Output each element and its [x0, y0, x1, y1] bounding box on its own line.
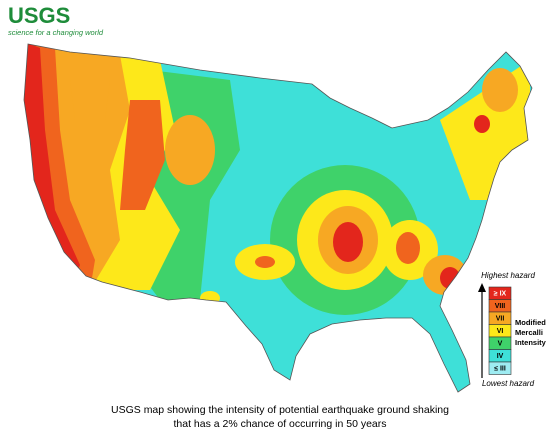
legend-level: ≥ IX [494, 291, 507, 298]
legend-scale-name: Intensity [515, 338, 547, 347]
legend-bottom-label: Lowest hazard [482, 379, 535, 388]
logo-tagline: science for a changing world [8, 28, 104, 37]
legend-level: V [498, 341, 503, 348]
caption-line: that has a 2% chance of occurring in 50 … [173, 418, 386, 430]
caption: USGS map showing the intensity of potent… [111, 404, 449, 430]
legend-level: IV [497, 353, 504, 360]
legend-scale-name: Mercalli [515, 328, 543, 337]
legend-level: ≤ III [494, 366, 506, 373]
legend-level: VIII [495, 303, 506, 310]
logo: USGS science for a changing world [8, 3, 104, 37]
caption-line: USGS map showing the intensity of potent… [111, 404, 449, 416]
legend-level: VI [497, 328, 504, 335]
legend-top-label: Highest hazard [481, 271, 535, 280]
logo-title: USGS [8, 3, 70, 28]
legend: Highest hazard Lowest hazard ≥ IXVIIIVII… [478, 271, 547, 388]
legend-scale-name: Modified [515, 318, 546, 327]
legend-swatch [488, 361, 512, 375]
legend-level: VII [496, 316, 505, 323]
